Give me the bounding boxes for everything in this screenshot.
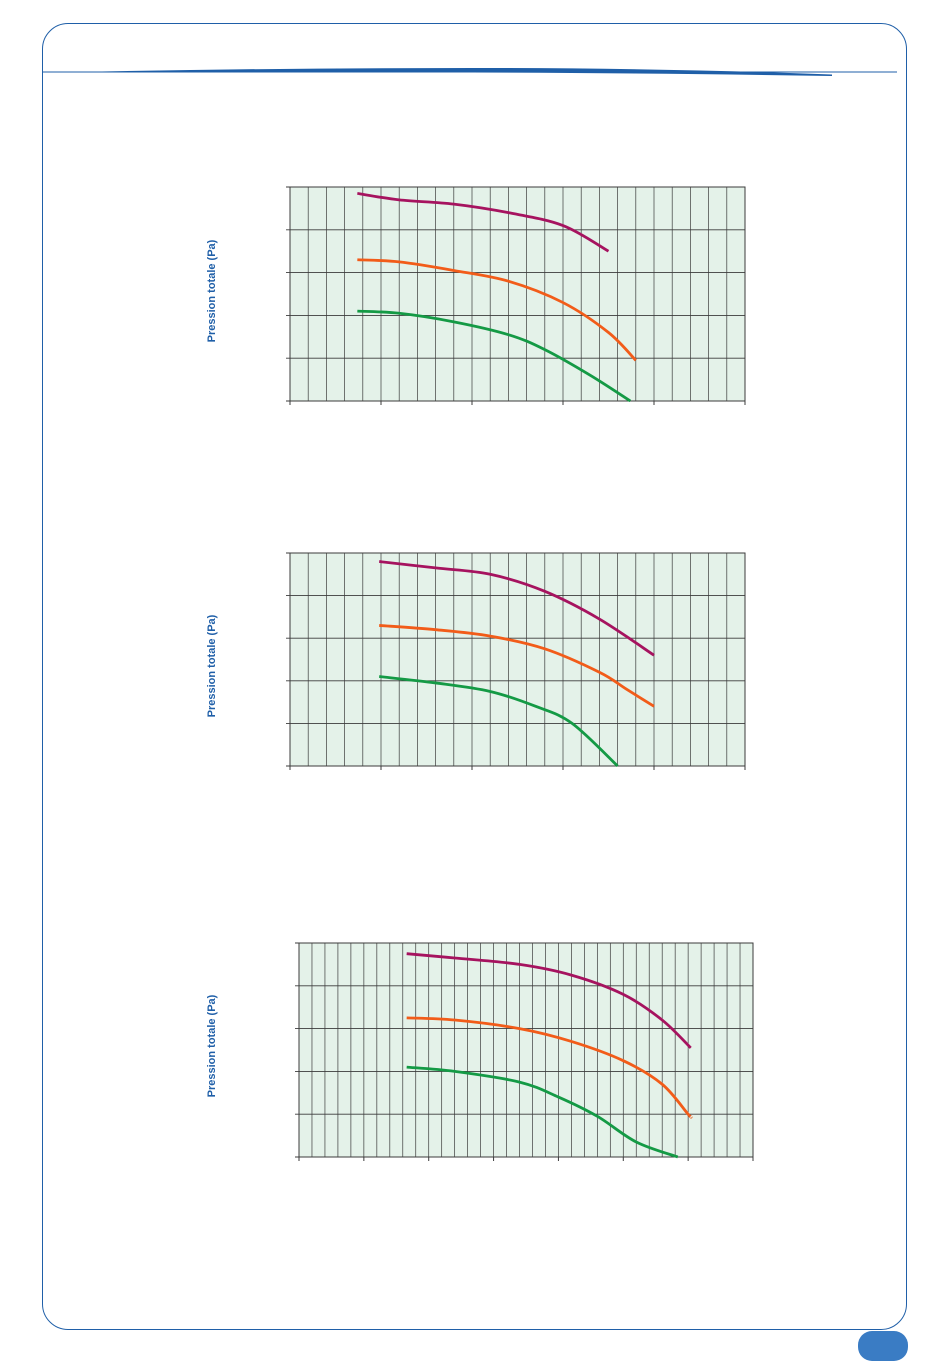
chart-2-ylabel: Pression totale (Pa) [206,614,218,718]
chart-3-frame [298,942,754,1158]
chart-3-ylabel: Pression totale (Pa) [206,994,218,1098]
header-rule [42,68,897,76]
chart-1-plot-area [290,187,745,401]
chart-2-series-2-line [379,624,655,708]
chart-2-series-1-line [379,560,655,657]
chart-2-plot-area [290,553,745,766]
chart-3-series-3-line [406,1065,679,1159]
chart-2-series-3-line [379,675,619,768]
chart-1-series-2-line [357,258,637,362]
chart-3-plot-area [299,943,753,1157]
chart-3-series-2-line [406,1016,693,1119]
chart-3-series-1-line [406,952,692,1049]
page-frame [42,23,907,1330]
chart-2-frame [289,552,746,767]
page-number-tab [858,1331,908,1361]
chart-1-frame [289,186,746,402]
chart-1-ylabel: Pression totale (Pa) [206,239,218,343]
chart-1-series-1-line [357,192,610,253]
chart-1-series-3-line [357,309,632,403]
